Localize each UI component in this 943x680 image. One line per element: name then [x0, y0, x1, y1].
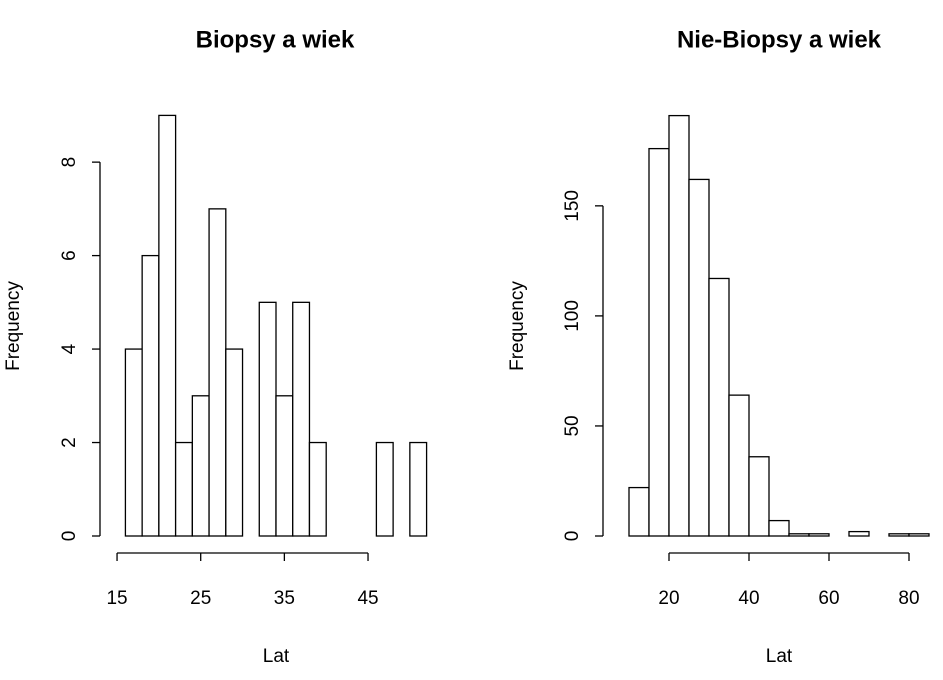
y-tick-label: 2: [59, 437, 80, 448]
bar: [908, 533, 930, 537]
bar: [708, 277, 730, 537]
bar: [409, 441, 428, 537]
bar: [158, 114, 177, 537]
chart-title: Nie-Biopsy a wiek: [677, 26, 882, 53]
bar: [808, 533, 830, 537]
bar: [208, 208, 227, 537]
x-tick-label: 20: [658, 588, 679, 609]
chart-title: Biopsy a wiek: [196, 26, 355, 53]
x-tick-label: 80: [898, 588, 919, 609]
bar: [191, 395, 210, 537]
y-axis-label: Frequency: [507, 281, 528, 371]
bar: [141, 254, 160, 537]
bar: [258, 301, 277, 537]
bar: [668, 114, 690, 537]
bar: [275, 395, 294, 537]
x-tick-label: 45: [357, 588, 378, 609]
bar: [728, 394, 750, 537]
bar: [225, 348, 244, 537]
y-axis-label: Frequency: [3, 281, 24, 371]
x-tick-label: 60: [818, 588, 839, 609]
bar: [124, 348, 143, 537]
y-tick-label: 100: [562, 300, 583, 332]
bar: [748, 456, 770, 537]
y-tick-label: 4: [59, 343, 80, 354]
y-tick-label: 50: [562, 415, 583, 436]
bar: [174, 441, 193, 537]
y-tick-label: 8: [59, 157, 80, 168]
bar: [292, 301, 311, 537]
x-axis-label: Lat: [766, 646, 793, 667]
x-axis-label: Lat: [263, 646, 290, 667]
y-tick-label: 6: [59, 250, 80, 261]
x-tick-label: 25: [190, 588, 211, 609]
bar: [648, 147, 670, 537]
x-tick-label: 15: [106, 588, 127, 609]
y-tick-label: 0: [59, 531, 80, 542]
bar: [788, 533, 810, 537]
bar: [848, 530, 870, 537]
bar: [628, 486, 650, 537]
bar: [768, 519, 790, 537]
x-tick-label: 35: [274, 588, 295, 609]
y-tick-label: 0: [562, 531, 583, 542]
bar: [375, 441, 394, 537]
bar: [888, 533, 910, 537]
bar: [688, 178, 710, 537]
bar: [308, 441, 327, 537]
x-tick-label: 40: [738, 588, 759, 609]
y-tick-label: 150: [562, 190, 583, 222]
